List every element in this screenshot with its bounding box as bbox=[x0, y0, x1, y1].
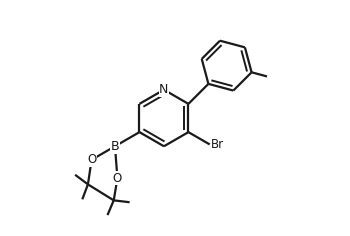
Text: B: B bbox=[111, 140, 119, 153]
Text: O: O bbox=[113, 172, 122, 185]
Text: O: O bbox=[87, 153, 96, 166]
Text: Br: Br bbox=[211, 138, 224, 151]
Text: N: N bbox=[159, 83, 169, 96]
